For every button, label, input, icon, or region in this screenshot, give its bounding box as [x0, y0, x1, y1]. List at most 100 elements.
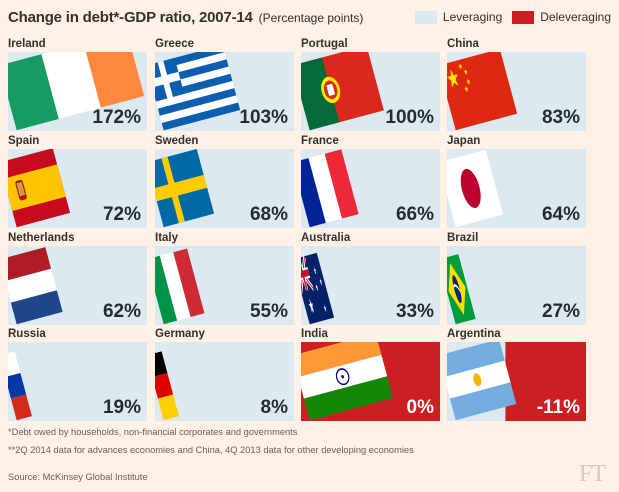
flag-bar-australia [301, 252, 335, 325]
flag-bar-russia [8, 351, 32, 421]
flag-bar-japan [447, 149, 504, 228]
panel-brazil: Brazil 27% [447, 232, 586, 325]
bar-box-spain: 72% [8, 149, 147, 228]
flag-bar-svg-spain [8, 149, 147, 228]
flag-bar-svg-japan [447, 149, 586, 228]
flag-bar-brazil [447, 254, 476, 325]
bar-box-australia: 33% [301, 246, 440, 325]
footnote-data-dates: **2Q 2014 data for advances economies an… [8, 445, 414, 455]
panel-argentina: Argentina -11% [447, 328, 586, 421]
country-label-china: China [447, 38, 479, 50]
bar-box-france: 66% [301, 149, 440, 228]
panel-background [8, 342, 147, 421]
flag-bar-portugal [301, 52, 384, 131]
value-label-brazil: 27% [541, 301, 580, 322]
panel-russia: Russia 19% [8, 328, 147, 421]
flag-bar-svg-italy [155, 246, 294, 325]
panel-france: France 66% [301, 135, 440, 228]
bar-box-brazil: 27% [447, 246, 586, 325]
value-label-japan: 64% [541, 204, 580, 225]
legend-label-leveraging: Leveraging [442, 10, 503, 24]
flag-bar-sweden [155, 149, 215, 228]
value-label-greece: 103% [239, 107, 288, 128]
legend-item-leveraging: Leveraging [414, 10, 503, 24]
panel-china: China 83% [447, 38, 586, 131]
country-label-sweden: Sweden [155, 135, 199, 147]
value-label-portugal: 100% [385, 107, 434, 128]
source-note: Source: McKinsey Global Institute [8, 472, 148, 482]
legend-swatch-leveraging [414, 10, 437, 24]
value-label-spain: 72% [102, 204, 141, 225]
country-label-netherlands: Netherlands [8, 232, 75, 244]
value-label-russia: 19% [102, 397, 141, 418]
country-label-spain: Spain [8, 135, 40, 147]
country-label-australia: Australia [301, 232, 351, 244]
value-label-australia: 33% [395, 301, 434, 322]
chart-header: Change in debt*-GDP ratio, 2007-14 (Perce… [8, 9, 611, 31]
value-label-ireland: 172% [92, 107, 141, 128]
country-label-russia: Russia [8, 328, 46, 340]
flag-bar-argentina [447, 342, 517, 421]
flag-bar-svg-sweden [155, 149, 294, 228]
ft-logo: FT [578, 461, 606, 487]
flag-bar-india [301, 342, 393, 421]
country-label-india: India [301, 328, 328, 340]
legend-swatch-deleveraging [512, 10, 535, 24]
bar-box-germany: 8% [155, 342, 294, 421]
flag-bar-svg-china [447, 52, 586, 131]
bar-box-netherlands: 62% [8, 246, 147, 325]
flag-bar-greece [155, 52, 241, 131]
bar-box-sweden: 68% [155, 149, 294, 228]
flag-bar-svg-india [301, 342, 440, 421]
bar-box-india: 0% [301, 342, 440, 421]
panel-germany: Germany 8% [155, 328, 294, 421]
flag-bar-svg-germany [155, 342, 294, 421]
value-label-italy: 55% [249, 301, 288, 322]
panel-ireland: Ireland 172% [8, 38, 147, 131]
country-label-argentina: Argentina [447, 328, 501, 340]
country-label-greece: Greece [155, 38, 195, 50]
flag-bar-svg-australia [301, 246, 440, 325]
panel-sweden: Sweden 68% [155, 135, 294, 228]
flag-bar-svg-ireland [8, 52, 147, 131]
country-label-france: France [301, 135, 339, 147]
footnote-debt: *Debt owed by households, non-financial … [8, 427, 298, 437]
flag-bar-svg-portugal [301, 52, 440, 131]
panel-italy: Italy 55% [155, 232, 294, 325]
bar-box-china: 83% [447, 52, 586, 131]
value-label-netherlands: 62% [102, 301, 141, 322]
panel-australia: Australia 33% [301, 232, 440, 325]
flag-bar-netherlands [8, 247, 63, 325]
flag-bar-italy [155, 248, 205, 325]
flag-bar-svg-argentina [447, 342, 586, 421]
flag-bar-svg-russia [8, 342, 147, 421]
panel-india: India 0% [301, 328, 440, 421]
legend-label-deleveraging: Deleveraging [540, 10, 611, 24]
chart-title: Change in debt*-GDP ratio, 2007-14 [8, 9, 253, 26]
flag-bar-france [301, 149, 359, 228]
flag-bar-svg-netherlands [8, 246, 147, 325]
country-label-japan: Japan [447, 135, 481, 147]
bar-box-russia: 19% [8, 342, 147, 421]
legend: Leveraging Deleveraging [405, 10, 611, 24]
bar-box-japan: 64% [447, 149, 586, 228]
value-label-sweden: 68% [249, 204, 288, 225]
panel-spain: Spain 72% [8, 135, 147, 228]
bar-box-italy: 55% [155, 246, 294, 325]
legend-item-deleveraging: Deleveraging [512, 10, 611, 24]
flag-bar-spain [8, 149, 71, 228]
chart-title-block: Change in debt*-GDP ratio, 2007-14 (Perce… [8, 9, 363, 26]
bar-box-argentina: -11% [447, 342, 586, 421]
deleveraging-fill [505, 342, 586, 421]
panel-greece: Greece 103% [155, 38, 294, 131]
bar-box-portugal: 100% [301, 52, 440, 131]
value-label-argentina: -11% [536, 397, 580, 418]
country-label-germany: Germany [155, 328, 205, 340]
flag-bar-china [447, 52, 518, 131]
flag-bar-svg-brazil [447, 246, 586, 325]
panel-background [155, 342, 294, 421]
bar-box-ireland: 172% [8, 52, 147, 131]
value-label-india: 0% [406, 397, 434, 418]
chart-subtitle: (Percentage points) [258, 11, 364, 25]
panel-portugal: Portugal 100% [301, 38, 440, 131]
